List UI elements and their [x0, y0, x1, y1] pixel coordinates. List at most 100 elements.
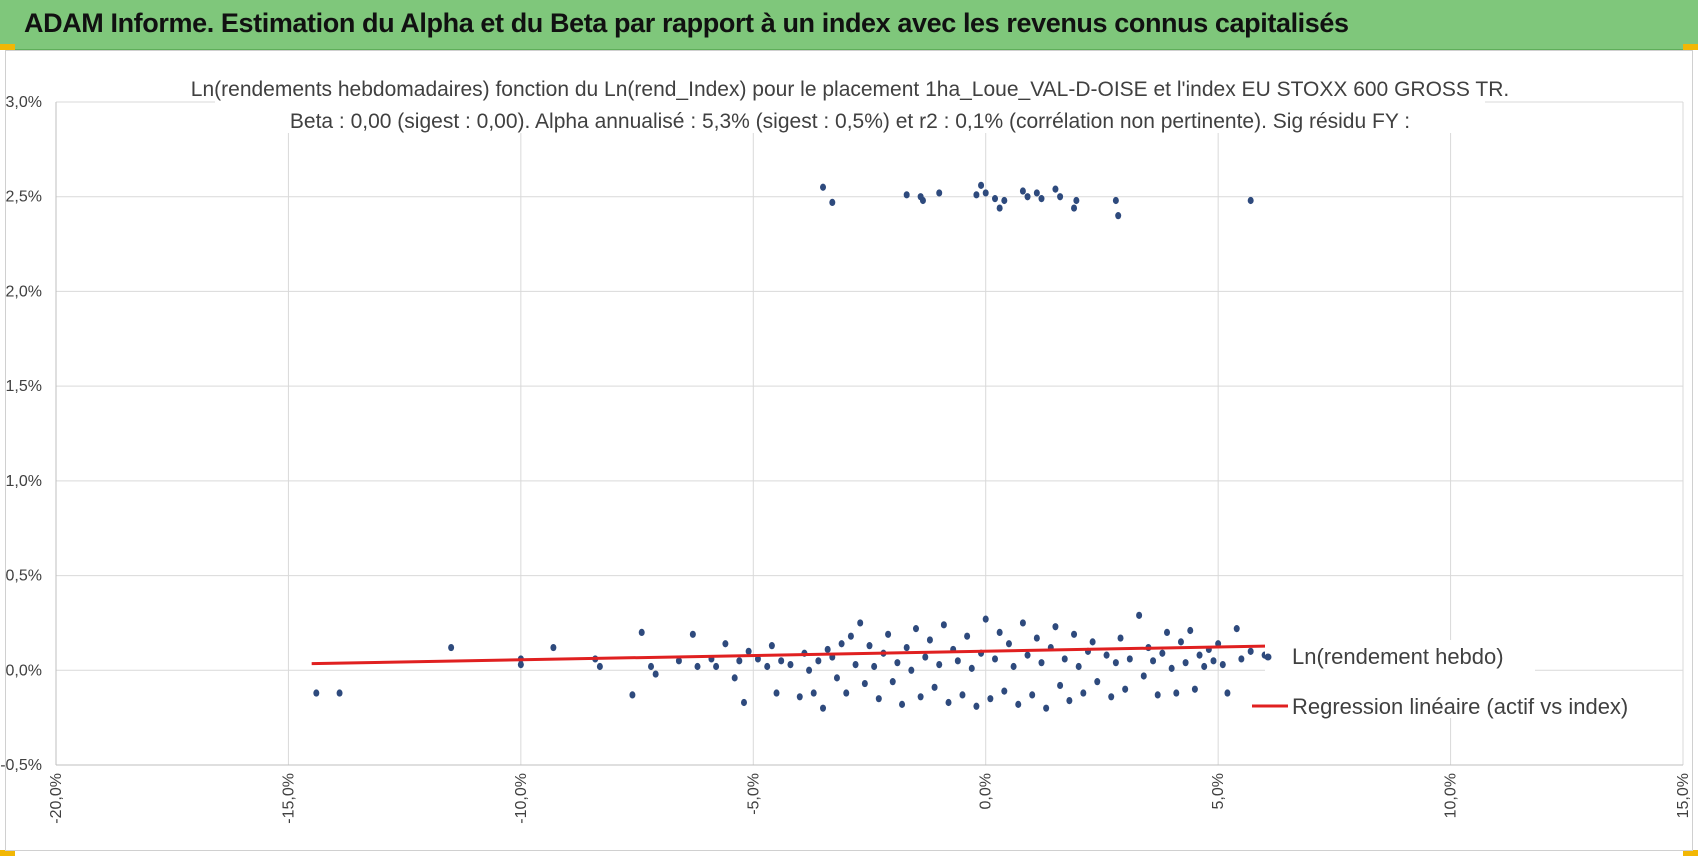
chart-title: Ln(rendements hebdomadaires) fonction du…: [191, 78, 1509, 101]
y-tick-labels: 3,0% 2,5% 2,0% 1,5% 1,0% 0,5% 0,0% -0,5%: [0, 94, 42, 774]
data-point: [833, 674, 840, 682]
report-header: ADAM Informe. Estimation du Alpha et du …: [0, 0, 1698, 50]
data-point: [894, 659, 901, 667]
data-point: [768, 642, 775, 650]
y-tick-label: 0,5%: [6, 568, 42, 585]
data-point: [773, 689, 780, 697]
data-point: [903, 643, 910, 652]
x-tick-label: -10,0%: [513, 773, 530, 824]
data-point: [824, 645, 831, 654]
data-point: [973, 191, 980, 199]
regression-line: [311, 641, 1442, 666]
data-point: [1210, 657, 1217, 665]
data-point: [675, 657, 682, 665]
data-point: [810, 689, 817, 697]
data-point: [1043, 704, 1050, 712]
data-point: [992, 195, 999, 203]
x-tick-label: 0,0%: [978, 773, 995, 809]
data-point: [838, 640, 845, 648]
data-point: [847, 632, 854, 640]
y-tick-label: 1,5%: [6, 378, 42, 395]
data-point: [1052, 623, 1059, 631]
data-point: [931, 683, 938, 691]
data-point: [917, 693, 924, 701]
data-point: [1164, 628, 1171, 637]
data-point: [796, 693, 803, 701]
data-point: [922, 653, 929, 661]
data-point: [1168, 664, 1175, 672]
data-point: [968, 664, 975, 672]
data-point: [648, 662, 655, 671]
data-point: [336, 689, 343, 697]
data-point: [912, 625, 919, 633]
data-point: [1238, 655, 1245, 663]
data-point: [875, 695, 882, 703]
data-point: [1182, 659, 1189, 667]
data-point: [1038, 195, 1045, 203]
data-point: [764, 662, 771, 671]
corner-marker: [1683, 850, 1698, 856]
data-point: [1247, 647, 1254, 655]
title-background: [215, 77, 1485, 133]
legend: Ln(rendement hebdo) Regression linéaire …: [1252, 640, 1628, 719]
y-tick-label: 1,0%: [6, 473, 42, 490]
data-point: [722, 640, 729, 648]
data-point: [987, 695, 994, 703]
data-point: [861, 679, 868, 688]
data-point: [778, 657, 785, 665]
data-point: [1019, 187, 1026, 195]
data-point: [550, 643, 557, 652]
data-point: [1001, 687, 1008, 695]
data-point: [940, 621, 947, 629]
data-point: [852, 661, 859, 669]
data-point: [1024, 193, 1031, 201]
data-point: [740, 698, 747, 707]
data-point: [1075, 662, 1082, 671]
corner-marker: [0, 44, 15, 50]
data-point: [829, 198, 836, 206]
data-point: [982, 189, 989, 197]
legend-marker-points: [1264, 653, 1272, 661]
data-point: [1019, 619, 1026, 627]
data-point: [1115, 212, 1122, 220]
data-point: [964, 632, 971, 640]
data-point: [843, 689, 850, 697]
data-point: [1126, 655, 1133, 663]
data-point: [1033, 634, 1040, 642]
y-tick-label: 2,5%: [6, 189, 42, 206]
data-point: [996, 204, 1003, 212]
data-point: [713, 662, 720, 671]
data-point: [871, 662, 878, 671]
data-point: [1029, 691, 1036, 699]
data-point: [959, 691, 966, 699]
data-point: [1080, 689, 1087, 697]
corner-marker: [0, 850, 15, 856]
data-point: [1150, 657, 1157, 665]
data-point: [926, 636, 933, 644]
data-point: [1219, 661, 1226, 669]
data-point: [903, 191, 910, 199]
data-point: [1066, 696, 1073, 705]
data-point: [448, 643, 455, 652]
data-point: [1108, 693, 1115, 701]
data-point: [889, 678, 896, 686]
data-point: [982, 615, 989, 623]
data-point: [1224, 689, 1231, 697]
data-point: [629, 691, 636, 699]
data-point: [919, 196, 926, 205]
data-point: [978, 181, 985, 189]
data-point: [1187, 626, 1194, 635]
report-title: ADAM Informe. Estimation du Alpha et du …: [24, 8, 1349, 38]
data-point: [936, 661, 943, 669]
data-point: [936, 189, 943, 197]
x-tick-label: -15,0%: [280, 773, 297, 824]
data-point: [1057, 681, 1064, 690]
regression-line: [311, 641, 1442, 666]
data-point: [1073, 196, 1080, 205]
data-point: [1177, 638, 1184, 646]
data-point: [1015, 700, 1022, 708]
x-tick-labels: -20,0% -15,0% -10,0% -5,0% 0,0% 5,0% 10,0% 15,0…: [48, 773, 1692, 824]
x-tick-label: -5,0%: [745, 773, 762, 815]
data-point: [1089, 638, 1096, 646]
data-point: [1001, 196, 1008, 205]
